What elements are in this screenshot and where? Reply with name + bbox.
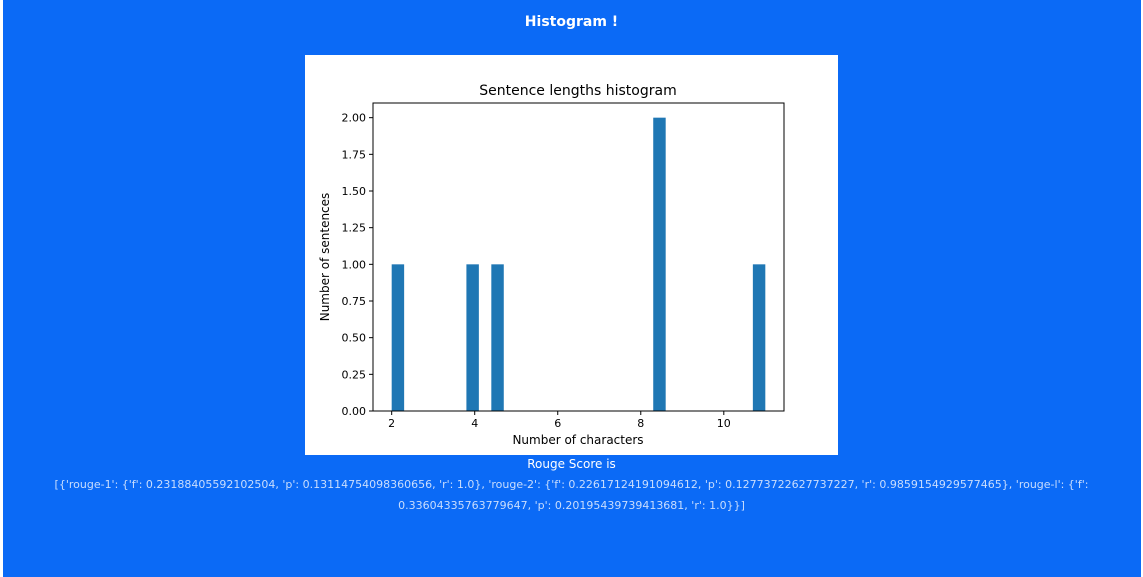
x-tick-label: 4 [471, 417, 478, 430]
histogram-chart: Sentence lengths histogram 2 4 6 8 10 0.00 0.2… [318, 83, 785, 447]
y-axis-label: Number of sentences [318, 193, 332, 322]
page-frame-right [1141, 0, 1143, 577]
y-tick-label: 0.25 [342, 368, 367, 381]
x-tick-label: 8 [637, 417, 644, 430]
x-tick-label: 10 [717, 417, 731, 430]
chart-title: Sentence lengths histogram [479, 83, 676, 99]
y-tick-label: 1.00 [342, 258, 367, 271]
histogram-bar-2 [466, 264, 479, 411]
histogram-bar-5 [752, 264, 766, 411]
histogram-bar-1 [391, 264, 405, 411]
rouge-score-heading: Rouge Score is [527, 457, 616, 471]
histogram-bar-3 [491, 264, 504, 411]
y-tick-label: 2.00 [342, 112, 367, 125]
y-tick-label: 1.25 [342, 222, 367, 235]
histogram-bar-4 [653, 117, 666, 411]
page-frame-left [0, 0, 3, 577]
page-title: Histogram ! [524, 14, 619, 30]
y-tick-label: 0.00 [342, 405, 367, 418]
plot-frame [372, 102, 785, 412]
y-tick-label: 0.75 [342, 295, 367, 308]
x-tick-label: 2 [388, 417, 395, 430]
y-tick-label: 0.50 [342, 332, 367, 345]
rouge-score-values: [{'rouge-1': {'f': 0.23188405592102504, … [54, 478, 1089, 512]
y-tick-label: 1.50 [342, 185, 367, 198]
x-tick-label: 6 [554, 417, 561, 430]
histogram-chart-card: Sentence lengths histogram 2 4 6 8 10 0.00 0.2… [305, 55, 838, 455]
bars-group [391, 117, 766, 411]
y-tick-label: 1.75 [342, 148, 367, 161]
axis-ticks-group: 2 4 6 8 10 0.00 0.25 0.50 0.75 1.00 1.25 1.50 1.75 2.… [342, 112, 731, 430]
x-axis-label: Number of characters [512, 433, 643, 447]
